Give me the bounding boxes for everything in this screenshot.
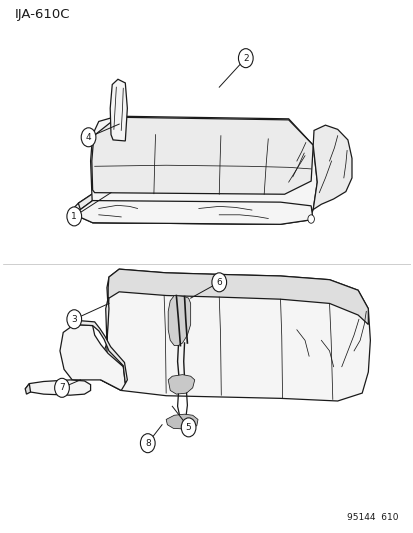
Text: 5: 5 [185, 423, 191, 432]
Text: 4: 4 [85, 133, 91, 142]
Circle shape [211, 273, 226, 292]
Text: 7: 7 [59, 383, 65, 392]
Polygon shape [74, 320, 127, 384]
Polygon shape [90, 116, 316, 224]
Text: 95144  610: 95144 610 [347, 513, 398, 522]
Polygon shape [108, 269, 368, 325]
Circle shape [81, 128, 96, 147]
Polygon shape [72, 193, 313, 224]
Polygon shape [92, 117, 313, 194]
Circle shape [55, 378, 69, 397]
Text: 6: 6 [216, 278, 222, 287]
Text: IJA-610C: IJA-610C [15, 8, 70, 21]
Polygon shape [168, 375, 194, 394]
Polygon shape [60, 325, 125, 391]
Polygon shape [78, 193, 311, 209]
Circle shape [67, 207, 81, 226]
Polygon shape [313, 125, 351, 209]
Polygon shape [100, 298, 123, 391]
Circle shape [238, 49, 252, 68]
Polygon shape [77, 200, 312, 224]
Polygon shape [25, 380, 90, 395]
Text: 8: 8 [145, 439, 150, 448]
Polygon shape [25, 384, 31, 394]
Circle shape [181, 418, 195, 437]
Text: 3: 3 [71, 315, 77, 324]
Circle shape [67, 310, 81, 329]
Text: 1: 1 [71, 212, 77, 221]
Polygon shape [166, 414, 197, 429]
Polygon shape [110, 79, 127, 141]
Circle shape [307, 215, 313, 223]
Circle shape [140, 434, 155, 453]
Text: 2: 2 [242, 54, 248, 63]
Polygon shape [168, 295, 190, 345]
Polygon shape [99, 269, 370, 401]
